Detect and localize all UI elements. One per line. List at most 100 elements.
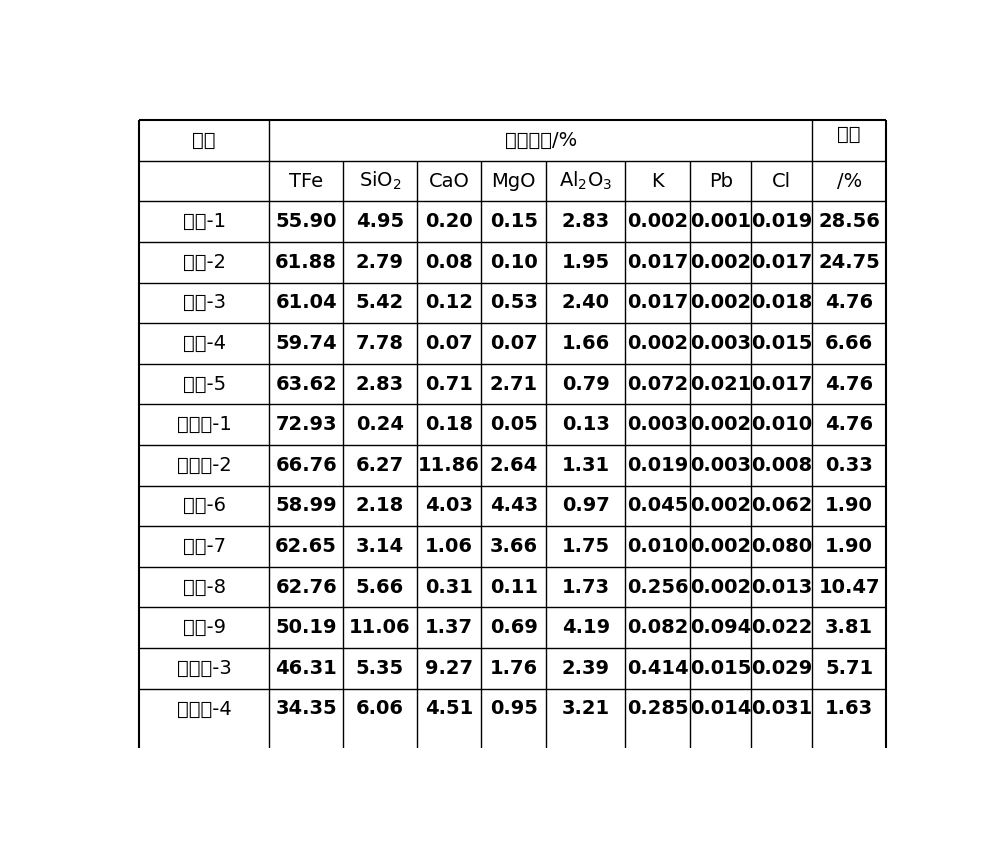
Text: 0.017: 0.017 — [751, 374, 812, 394]
Text: 1.66: 1.66 — [562, 334, 610, 353]
Text: 0.003: 0.003 — [690, 334, 751, 353]
Text: 0.010: 0.010 — [751, 415, 812, 434]
Text: 6.66: 6.66 — [825, 334, 873, 353]
Text: 1.75: 1.75 — [562, 537, 610, 556]
Text: 0.20: 0.20 — [425, 212, 473, 231]
Text: CaO: CaO — [429, 172, 470, 191]
Text: 矿种: 矿种 — [192, 131, 216, 150]
Text: 0.07: 0.07 — [425, 334, 473, 353]
Text: 1.95: 1.95 — [562, 253, 610, 272]
Text: 59.74: 59.74 — [275, 334, 337, 353]
Text: 0.002: 0.002 — [690, 537, 751, 556]
Text: 4.19: 4.19 — [562, 618, 610, 637]
Text: 4.51: 4.51 — [425, 700, 473, 718]
Text: 2.79: 2.79 — [356, 253, 404, 272]
Text: 1.73: 1.73 — [562, 578, 610, 596]
Text: 4.76: 4.76 — [825, 415, 873, 434]
Text: 63.62: 63.62 — [275, 374, 337, 394]
Text: 1.90: 1.90 — [825, 496, 873, 516]
Text: 0.13: 0.13 — [562, 415, 610, 434]
Text: K: K — [651, 172, 664, 191]
Text: 5.35: 5.35 — [356, 659, 404, 678]
Text: 0.017: 0.017 — [627, 294, 688, 312]
Text: 0.69: 0.69 — [490, 618, 538, 637]
Text: /%: /% — [837, 172, 862, 191]
Text: 铁矿-4: 铁矿-4 — [183, 334, 226, 353]
Text: 铁矿-1: 铁矿-1 — [183, 212, 226, 231]
Text: 4.03: 4.03 — [425, 496, 473, 516]
Text: MgO: MgO — [492, 172, 536, 191]
Text: 11.86: 11.86 — [418, 456, 480, 475]
Text: 回收料-1: 回收料-1 — [177, 415, 232, 434]
Text: 0.029: 0.029 — [751, 659, 812, 678]
Text: 0.08: 0.08 — [425, 253, 473, 272]
Text: 回收料-4: 回收料-4 — [177, 700, 232, 718]
Text: 0.24: 0.24 — [356, 415, 404, 434]
Text: 铁矿-5: 铁矿-5 — [183, 374, 226, 394]
Text: 铁矿-2: 铁矿-2 — [183, 253, 226, 272]
Text: 0.285: 0.285 — [627, 700, 689, 718]
Text: 2.39: 2.39 — [562, 659, 610, 678]
Text: 1.06: 1.06 — [425, 537, 473, 556]
Text: 5.71: 5.71 — [825, 659, 873, 678]
Text: 0.003: 0.003 — [690, 456, 751, 475]
Text: 4.76: 4.76 — [825, 374, 873, 394]
Text: 0.002: 0.002 — [690, 578, 751, 596]
Text: 0.018: 0.018 — [751, 294, 812, 312]
Text: 0.15: 0.15 — [490, 212, 538, 231]
Text: 0.002: 0.002 — [690, 415, 751, 434]
Text: 0.014: 0.014 — [690, 700, 751, 718]
Text: 2.64: 2.64 — [490, 456, 538, 475]
Text: 0.022: 0.022 — [751, 618, 812, 637]
Text: 4.43: 4.43 — [490, 496, 538, 516]
Text: 铁矿-3: 铁矿-3 — [183, 294, 226, 312]
Text: 0.017: 0.017 — [751, 253, 812, 272]
Text: 0.021: 0.021 — [690, 374, 751, 394]
Text: 回收料-3: 回收料-3 — [177, 659, 232, 678]
Text: 50.19: 50.19 — [275, 618, 337, 637]
Text: 0.080: 0.080 — [751, 537, 812, 556]
Text: 2.40: 2.40 — [562, 294, 610, 312]
Text: 6.27: 6.27 — [356, 456, 404, 475]
Text: 0.002: 0.002 — [690, 253, 751, 272]
Text: 0.53: 0.53 — [490, 294, 538, 312]
Text: 0.79: 0.79 — [562, 374, 610, 394]
Text: 1.63: 1.63 — [825, 700, 873, 718]
Text: 24.75: 24.75 — [818, 253, 880, 272]
Text: 5.66: 5.66 — [356, 578, 404, 596]
Text: 5.42: 5.42 — [356, 294, 404, 312]
Text: 28.56: 28.56 — [818, 212, 880, 231]
Text: SiO$_2$: SiO$_2$ — [359, 170, 401, 193]
Text: 0.33: 0.33 — [825, 456, 873, 475]
Text: 3.14: 3.14 — [356, 537, 404, 556]
Text: 3.81: 3.81 — [825, 618, 873, 637]
Text: 0.008: 0.008 — [751, 456, 812, 475]
Text: 0.002: 0.002 — [690, 294, 751, 312]
Text: 铁矿-9: 铁矿-9 — [183, 618, 226, 637]
Text: 3.66: 3.66 — [490, 537, 538, 556]
Text: 34.35: 34.35 — [275, 700, 337, 718]
Text: 4.76: 4.76 — [825, 294, 873, 312]
Text: 6.06: 6.06 — [356, 700, 404, 718]
Text: 0.001: 0.001 — [690, 212, 751, 231]
Text: 0.256: 0.256 — [627, 578, 689, 596]
Text: 0.003: 0.003 — [627, 415, 688, 434]
Text: 10.47: 10.47 — [818, 578, 880, 596]
Text: 2.71: 2.71 — [490, 374, 538, 394]
Text: 0.045: 0.045 — [627, 496, 688, 516]
Text: 0.97: 0.97 — [562, 496, 610, 516]
Text: 2.83: 2.83 — [356, 374, 404, 394]
Text: 2.18: 2.18 — [356, 496, 404, 516]
Text: 0.015: 0.015 — [751, 334, 812, 353]
Text: 61.88: 61.88 — [275, 253, 337, 272]
Text: 4.95: 4.95 — [356, 212, 404, 231]
Text: 铁矿-7: 铁矿-7 — [183, 537, 226, 556]
Text: 55.90: 55.90 — [275, 212, 337, 231]
Text: 0.094: 0.094 — [690, 618, 751, 637]
Text: 0.031: 0.031 — [751, 700, 812, 718]
Text: 0.002: 0.002 — [627, 334, 688, 353]
Text: 66.76: 66.76 — [275, 456, 337, 475]
Text: 0.12: 0.12 — [425, 294, 473, 312]
Text: 0.11: 0.11 — [490, 578, 538, 596]
Text: 0.017: 0.017 — [627, 253, 688, 272]
